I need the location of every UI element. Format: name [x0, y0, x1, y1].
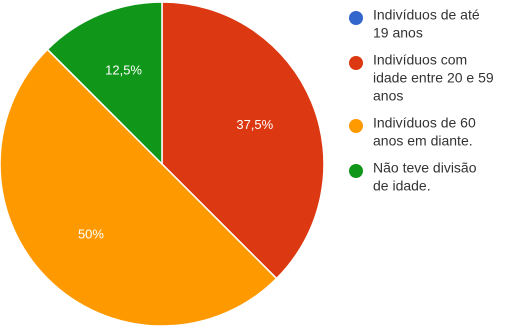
- pie-slice-label-1: 37,5%: [236, 117, 273, 132]
- legend-item-2: Indivíduos de 60 anos em diante.: [349, 115, 476, 149]
- legend: Indivíduos de até 19 anos Indivíduos com id…: [349, 7, 494, 194]
- pie-slice-2: [0, 48, 278, 327]
- legend-item-1: Indivíduos com idade entre 20 e 59 anos: [349, 52, 494, 104]
- legend-label-3-line-0: Não teve divisão: [373, 160, 477, 176]
- legend-swatch-1: [349, 56, 363, 70]
- legend-label-3-line-1: de idade.: [373, 178, 431, 194]
- legend-label-1-line-2: anos: [373, 88, 403, 104]
- legend-label-2-line-0: Indivíduos de 60: [373, 115, 476, 131]
- pie-slice-label-2: 50%: [78, 226, 104, 241]
- legend-label-1-line-0: Indivíduos com: [373, 52, 467, 68]
- legend-swatch-0: [349, 11, 363, 25]
- pie-slices: [0, 1, 325, 327]
- pie-slice-1: [161, 1, 325, 280]
- pie-slice-label-3: 12,5%: [105, 63, 142, 78]
- legend-swatch-2: [349, 119, 363, 133]
- legend-item-0: Indivíduos de até 19 anos: [349, 7, 480, 41]
- legend-swatch-3: [349, 164, 363, 178]
- legend-label-2-line-1: anos em diante.: [373, 133, 473, 149]
- legend-item-3: Não teve divisão de idade.: [349, 160, 477, 194]
- pie-slice-labels: 37,5% 50% 12,5%: [78, 63, 274, 242]
- pie-slice-3: [46, 1, 163, 166]
- legend-label-1-line-1: idade entre 20 e 59: [373, 70, 494, 86]
- legend-label-0-line-1: 19 anos: [373, 25, 423, 41]
- legend-label-0-line-0: Indivíduos de até: [373, 7, 480, 23]
